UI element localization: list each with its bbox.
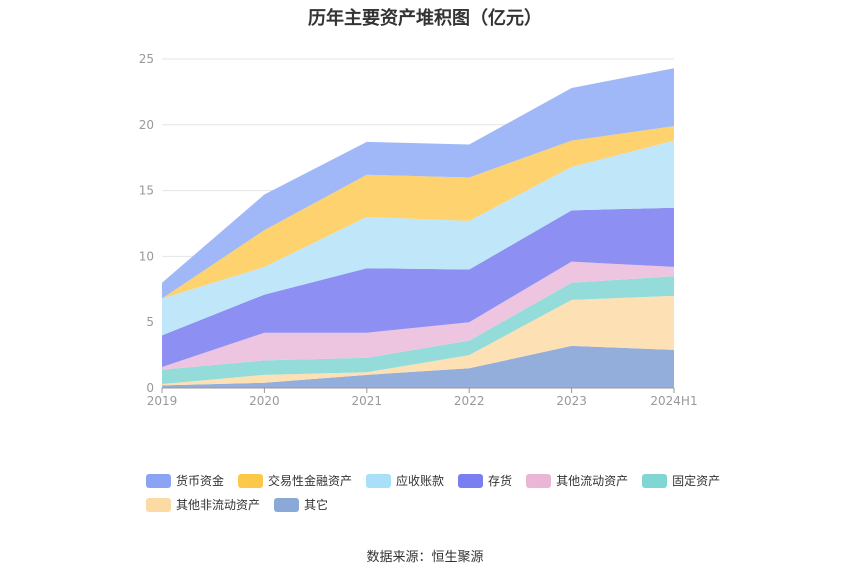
data-source: 数据来源：恒生聚源: [366, 550, 484, 565]
legend-label: 固定资产: [672, 474, 721, 488]
legend-item[interactable]: 其它: [274, 496, 328, 513]
axes: 0 5 10 15 20 25 2019 2020 2021 2022 2023 2024H1: [139, 52, 698, 408]
x-tick-label: 2024H1: [650, 394, 697, 408]
legend-item[interactable]: 固定资产: [642, 472, 720, 489]
legend-label: 其它: [304, 498, 329, 512]
y-tick-label: 0: [146, 381, 154, 395]
area-其他非流动资产: [162, 295, 674, 386]
legend-swatch: [458, 473, 484, 488]
legend-item[interactable]: 货币资金: [146, 472, 224, 489]
area-应收账款: [162, 140, 674, 336]
x-tick-label: 2021: [352, 394, 383, 408]
area-固定资产: [162, 276, 674, 385]
area-货币资金: [162, 68, 674, 299]
legend-label: 货币资金: [176, 474, 225, 488]
legend-swatch: [366, 473, 392, 488]
legend-swatch: [274, 497, 300, 512]
legend-swatch: [526, 473, 552, 488]
legend-swatch: [238, 473, 264, 488]
legend: 货币资金 交易性金融资产 应收账款 存货 其他流动资产 固定资产 其他非流动资产 其它: [146, 472, 746, 520]
x-tick-label: 2022: [454, 394, 485, 408]
area-存货: [162, 207, 674, 367]
x-tick-label: 2023: [556, 394, 587, 408]
legend-swatch: [642, 473, 668, 488]
legend-item[interactable]: 其他流动资产: [526, 472, 628, 489]
legend-label: 存货: [488, 474, 513, 488]
y-tick-label: 5: [146, 315, 154, 329]
legend-label: 交易性金融资产: [268, 474, 353, 488]
area-其他流动资产: [162, 261, 674, 370]
x-tick-label: 2020: [249, 394, 280, 408]
area-series: [162, 68, 674, 388]
legend-item[interactable]: 应收账款: [366, 472, 444, 489]
legend-row: 其他非流动资产 其它: [146, 496, 746, 513]
legend-item[interactable]: 存货: [458, 472, 512, 489]
legend-row: 货币资金 交易性金融资产 应收账款 存货 其他流动资产 固定资产: [146, 472, 746, 489]
y-tick-label: 20: [139, 118, 154, 132]
legend-label: 其他流动资产: [556, 474, 629, 488]
legend-label: 应收账款: [396, 474, 445, 488]
legend-item[interactable]: 其他非流动资产: [146, 496, 260, 513]
area-交易性金融资产: [162, 126, 674, 299]
chart-title: 历年主要资产堆积图（亿元）: [308, 8, 542, 29]
area-其它: [162, 345, 674, 388]
y-tick-label: 25: [139, 52, 154, 66]
legend-swatch: [146, 497, 171, 512]
y-tick-label: 10: [139, 249, 154, 263]
y-tick-label: 15: [139, 184, 154, 198]
legend-swatch: [146, 473, 171, 488]
legend-item[interactable]: 交易性金融资产: [238, 472, 352, 489]
x-tick-label: 2019: [147, 394, 178, 408]
legend-label: 其他非流动资产: [176, 498, 261, 512]
